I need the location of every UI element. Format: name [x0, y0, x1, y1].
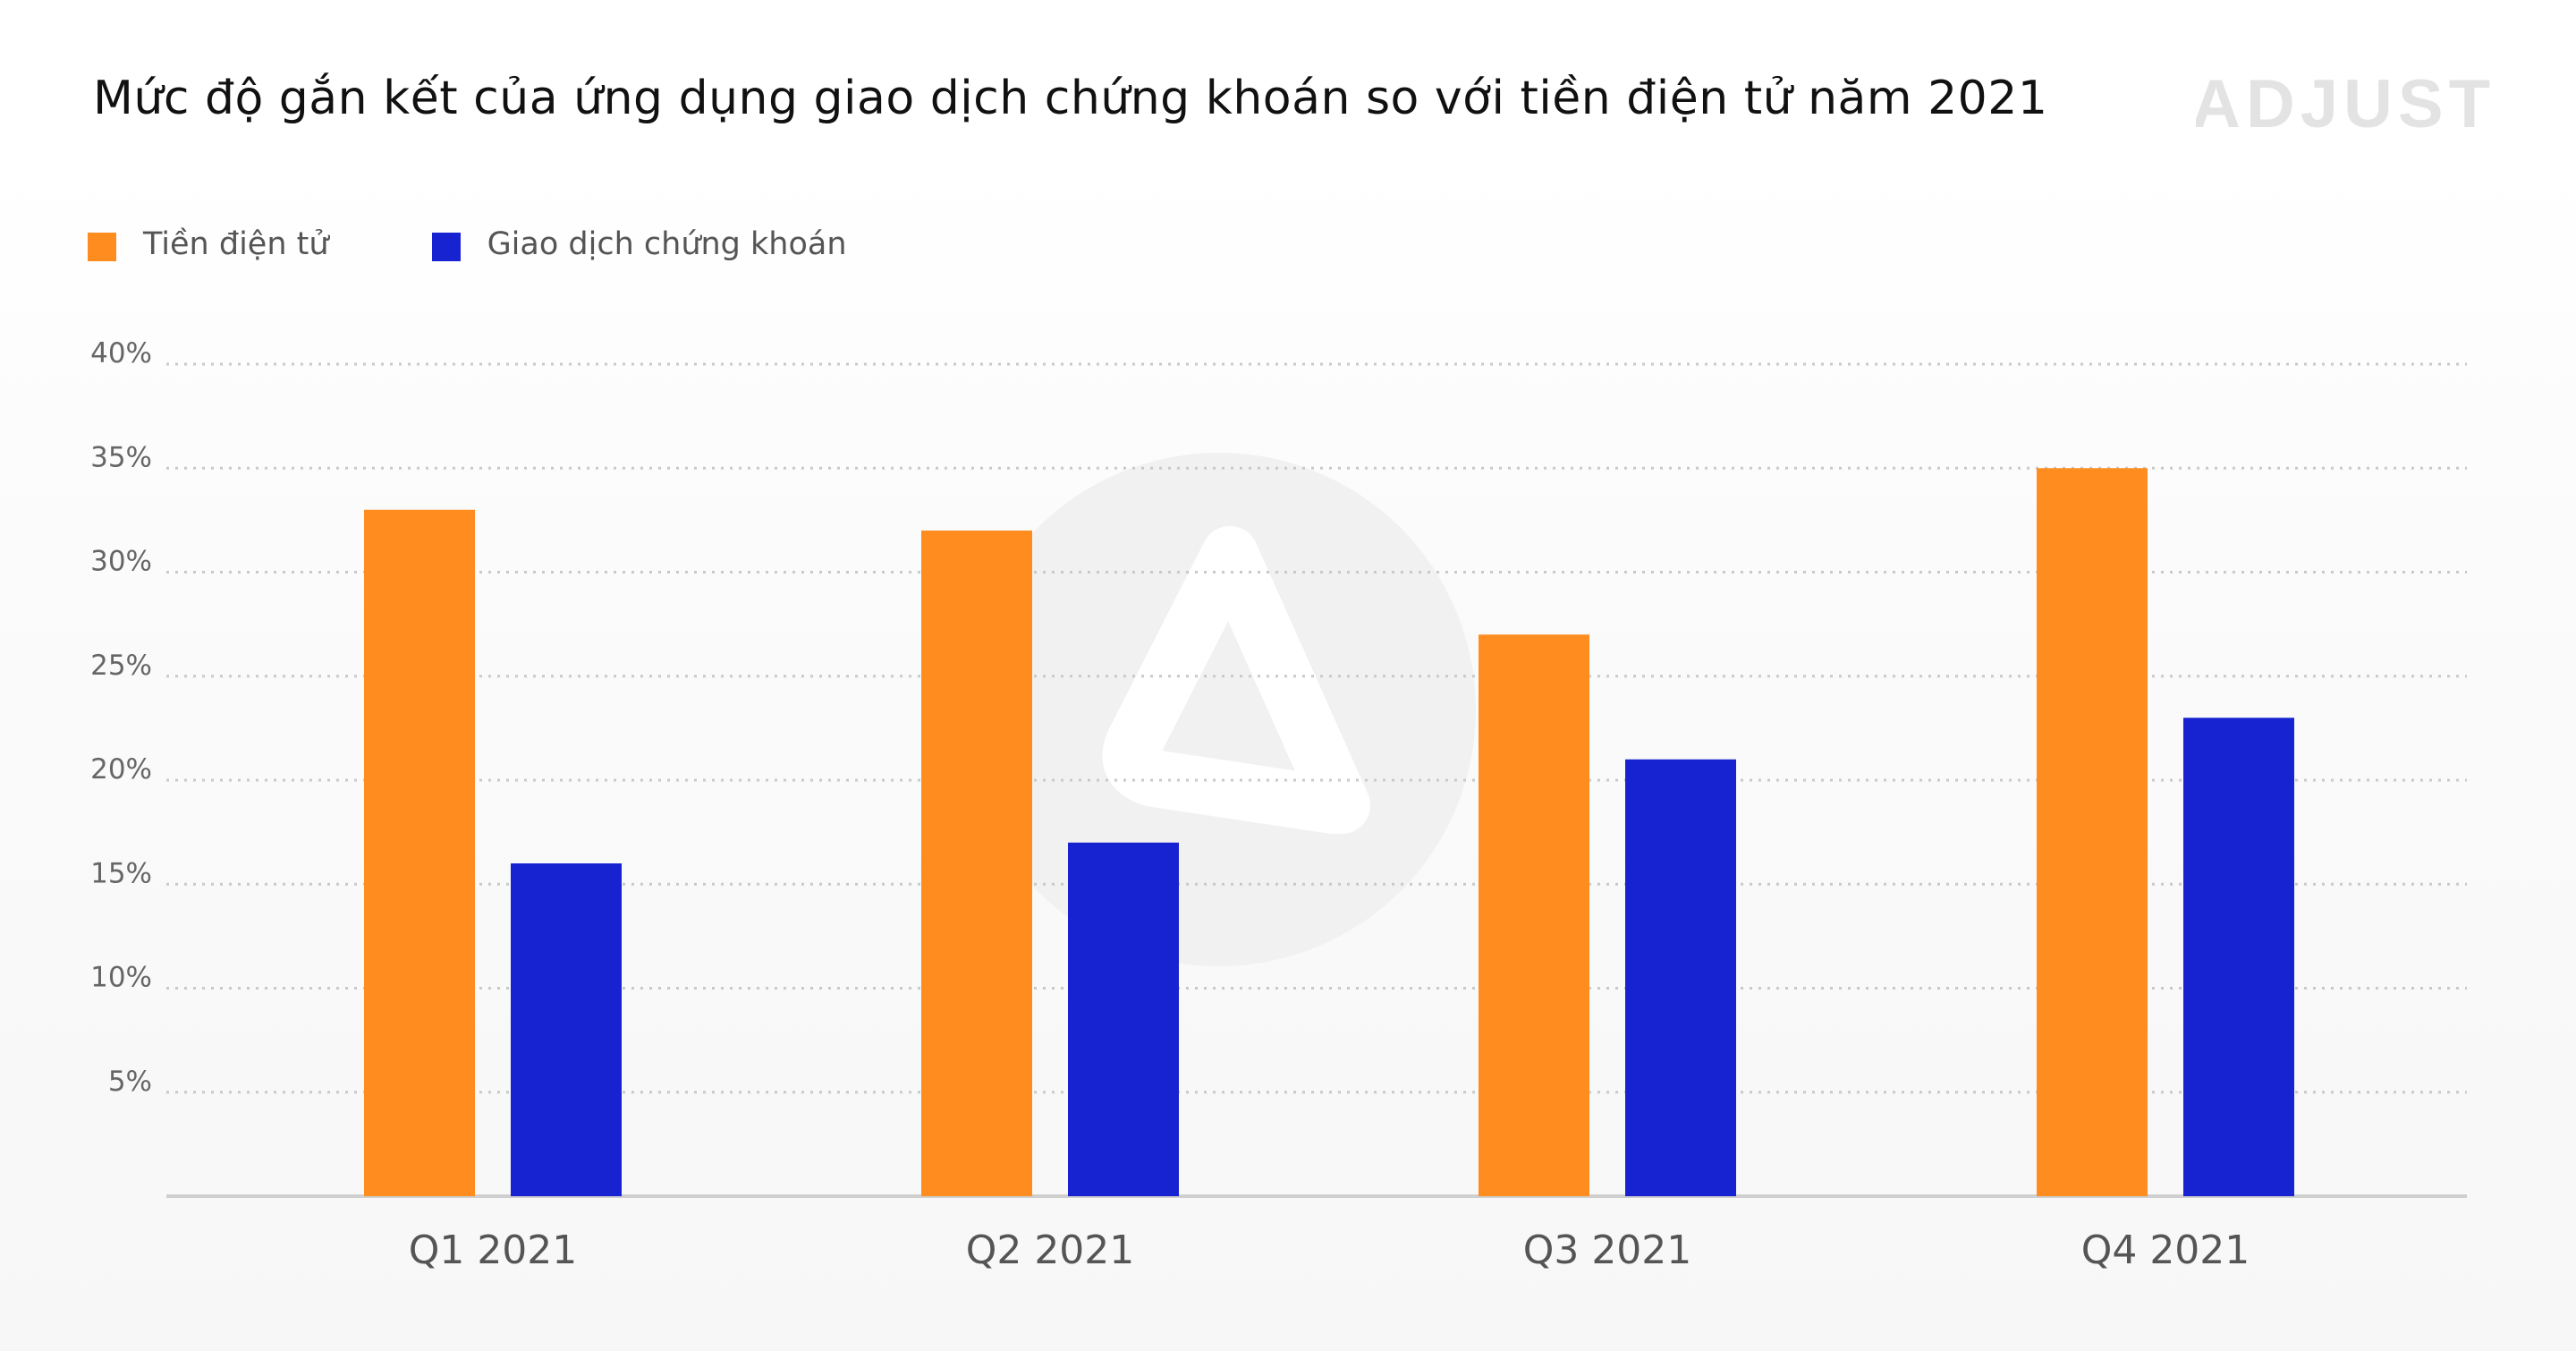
legend-item-crypto: Tiền điện tử [88, 226, 329, 262]
y-tick-label: 15% [90, 857, 152, 889]
y-tick-label: 40% [90, 337, 152, 370]
adjust-logo: ADJUST [2196, 66, 2491, 142]
chart-title: Mức độ gắn kết của ứng dụng giao dịch ch… [93, 72, 2048, 125]
bar-crypto-1 [364, 509, 475, 1196]
legend-item-stocks: Giao dịch chứng khoán [431, 226, 847, 262]
bar-crypto-2 [921, 531, 1032, 1196]
x-category-label: Q2 2021 [966, 1228, 1135, 1273]
chart-legend: Tiền điện tử Giao dịch chứng khoán [88, 222, 950, 267]
bar-stocks-2 [1068, 842, 1179, 1196]
bar-stocks-1 [511, 863, 622, 1196]
adjust-logo-text: ADJUST [2196, 66, 2491, 142]
x-category-label: Q1 2021 [409, 1228, 578, 1273]
bar-stocks-3 [1625, 759, 1736, 1196]
y-tick-label: 10% [90, 962, 152, 994]
bar-stocks-4 [2183, 718, 2294, 1196]
y-tick-label: 35% [90, 441, 152, 473]
y-tick-label: 5% [108, 1066, 152, 1098]
bar-crypto-4 [2037, 468, 2148, 1196]
legend-swatch-stocks [431, 233, 461, 261]
watermark-circle [962, 453, 1476, 966]
legend-label-stocks: Giao dịch chứng khoán [487, 226, 847, 262]
y-tick-label: 20% [90, 753, 152, 786]
y-tick-label: 30% [90, 546, 152, 578]
bar-crypto-3 [1479, 634, 1589, 1196]
x-category-label: Q4 2021 [2081, 1228, 2250, 1273]
x-category-label: Q3 2021 [1523, 1228, 1692, 1273]
y-tick-label: 25% [90, 650, 152, 682]
watermark-logo-icon [1102, 526, 1370, 834]
legend-label-crypto: Tiền điện tử [143, 226, 329, 262]
legend-swatch-crypto [88, 233, 116, 261]
